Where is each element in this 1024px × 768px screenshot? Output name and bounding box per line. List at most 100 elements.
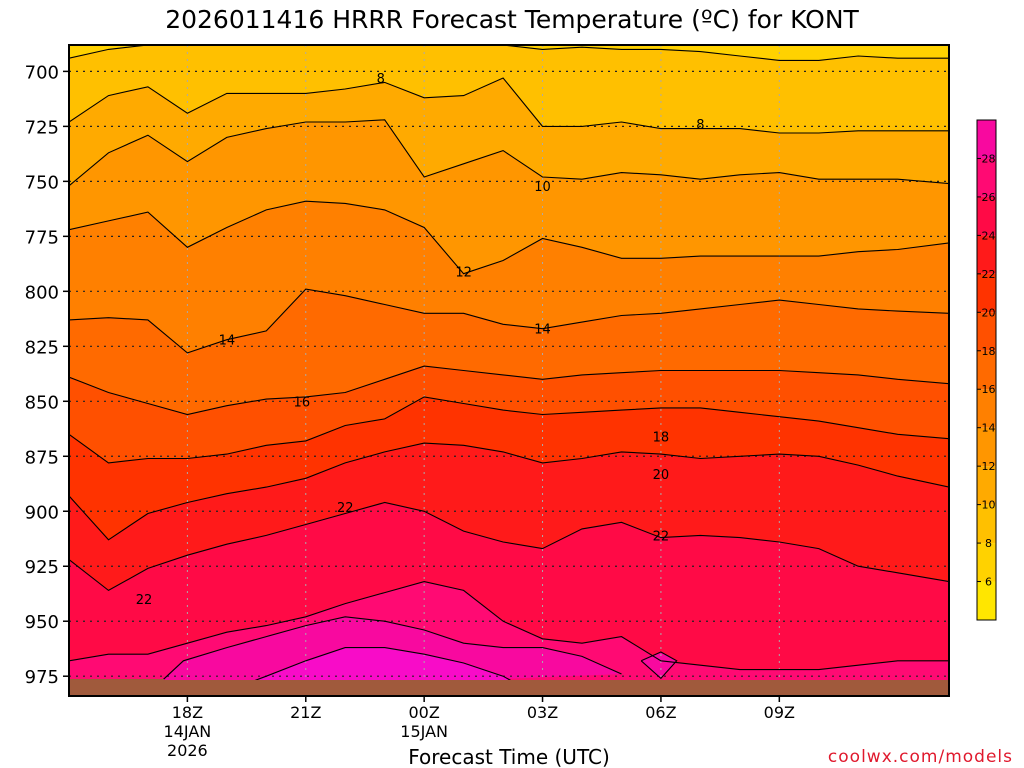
colorbar-swatch-0 (977, 581, 996, 620)
ground-strip (69, 680, 949, 696)
x-tick-label-0-2: 2026 (167, 741, 208, 760)
y-tick-label-11: 975 (25, 667, 59, 688)
x-tick-label-2-1: 15JAN (400, 722, 448, 741)
contour-line-0 (69, 45, 949, 61)
y-tick-label-5: 825 (25, 337, 59, 358)
contour-line-10 (147, 616, 622, 695)
contour-label-2: 10 (534, 180, 551, 195)
contour-label-9: 22 (337, 501, 354, 516)
colorbar-tick-label-6: 18 (982, 345, 996, 358)
terrain (69, 679, 949, 696)
contour-label-4: 14 (219, 334, 236, 349)
contour-line-8 (69, 501, 949, 592)
contour-label-text-1: 8 (696, 118, 704, 133)
colorbar-swatch-3 (977, 466, 996, 505)
y-tick-label-2: 750 (25, 172, 59, 193)
x-axis-label: Forecast Time (UTC) (408, 745, 610, 768)
colorbar-swatch-12 (977, 120, 996, 159)
contour-line-5 (69, 365, 949, 416)
contour-line-7 (69, 442, 949, 541)
contour-label-text-10: 22 (653, 529, 670, 544)
contour-label-3: 12 (455, 266, 472, 281)
contour-label-text-0: 8 (377, 72, 385, 87)
contour-label-text-2: 10 (534, 180, 551, 195)
y-tick-label-6: 850 (25, 392, 59, 413)
temperature-fill (69, 45, 949, 696)
y-tick-label-0: 700 (25, 62, 59, 83)
contour-line-2 (69, 119, 949, 187)
colorbar-tick-label-0: 6 (985, 576, 992, 589)
warm-cell-fill (641, 652, 677, 679)
contour-line-9 (69, 581, 949, 671)
colorbar-tick-label-8: 22 (982, 268, 996, 281)
contour-label-text-8: 20 (653, 468, 670, 483)
colorbar-swatch-9 (977, 235, 996, 274)
x-tick-label-4-0: 06Z (645, 703, 676, 722)
contour-label-text-5: 14 (534, 323, 551, 338)
plot-frame (68, 44, 950, 697)
colorbar-tick-label-7: 20 (982, 306, 996, 319)
colorbar-swatch-11 (977, 158, 996, 197)
contour-label-0: 8 (377, 72, 385, 87)
contour-label-7: 18 (653, 430, 670, 445)
y-tick-label-8: 900 (25, 502, 59, 523)
contour-label-10: 22 (653, 529, 670, 544)
colorbar-tick-label-3: 12 (982, 460, 996, 473)
contour-label-text-3: 12 (455, 266, 472, 281)
contour-line-3 (69, 200, 949, 275)
credit-text: coolwx.com/models (828, 747, 1013, 767)
contour-line-1 (69, 77, 949, 134)
x-tick-label-1-0: 21Z (290, 703, 321, 722)
y-axis: 700 725 750 775 800 825 850 875 900 925 950 975 (25, 62, 69, 688)
colorbar-tick-label-10: 26 (982, 191, 996, 204)
colorbar-tick-label-4: 14 (982, 422, 996, 435)
contour-label-text-9: 22 (337, 501, 354, 516)
y-tick-label-9: 925 (25, 557, 59, 578)
plot-area: 8 8 10 12 14 14 16 18 20 22 22 22 (69, 45, 949, 696)
colorbar-swatch-2 (977, 504, 996, 544)
y-tick-label-1: 725 (25, 117, 59, 138)
contour-lines (69, 45, 949, 695)
colorbar-tick-label-2: 10 (982, 499, 996, 512)
colorbar-tick-label-9: 24 (982, 229, 996, 242)
contour-label-6: 16 (294, 395, 311, 410)
contour-label-8: 20 (653, 468, 670, 483)
contour-line-11 (218, 647, 524, 695)
x-tick-label-0-0: 18Z (172, 703, 203, 722)
contour-label-text-4: 14 (219, 334, 236, 349)
contour-line-12 (640, 651, 678, 680)
chart-title: 2026011416 HRRR Forecast Temperature (ºC… (165, 5, 859, 34)
x-tick-label-3-0: 03Z (527, 703, 558, 722)
x-tick-label-0-1: 14JAN (164, 722, 212, 741)
y-tick-label-7: 875 (25, 447, 59, 468)
colorbar-tick-label-11: 28 (982, 152, 996, 165)
ground-top-left (69, 679, 164, 683)
contour-label-11: 22 (136, 593, 153, 608)
y-tick-label-10: 950 (25, 612, 59, 633)
contour-label-text-6: 16 (294, 395, 311, 410)
y-tick-label-3: 775 (25, 227, 59, 248)
colorbar-tick-label-1: 8 (985, 537, 992, 550)
contour-label-text-7: 18 (653, 430, 670, 445)
x-tick-label-5-0: 09Z (764, 703, 795, 722)
contour-label-5: 14 (534, 323, 551, 338)
contour-label-1: 8 (696, 118, 704, 133)
colorbar-swatch-6 (977, 350, 996, 390)
colorbar: 6 8 10 12 14 16 18 20 22 24 26 28 (976, 119, 997, 621)
y-tick-label-4: 800 (25, 282, 59, 303)
x-tick-label-2-0: 00Z (408, 703, 439, 722)
colorbar-frame (976, 119, 997, 621)
colorbar-swatch-8 (977, 273, 996, 313)
colorbar-swatch-5 (977, 389, 996, 428)
colorbar-swatch-7 (977, 312, 996, 351)
colorbar-swatch-10 (977, 196, 996, 236)
contour-labels: 8 8 10 12 14 14 16 18 20 22 22 22 (136, 72, 705, 608)
contour-line-6 (69, 396, 949, 464)
contour-line-4 (69, 288, 949, 354)
colorbar-swatch-1 (977, 543, 996, 582)
colorbar-tick-label-5: 16 (982, 383, 996, 396)
contour-label-text-11: 22 (136, 593, 153, 608)
colorbar-swatch-4 (977, 427, 996, 467)
